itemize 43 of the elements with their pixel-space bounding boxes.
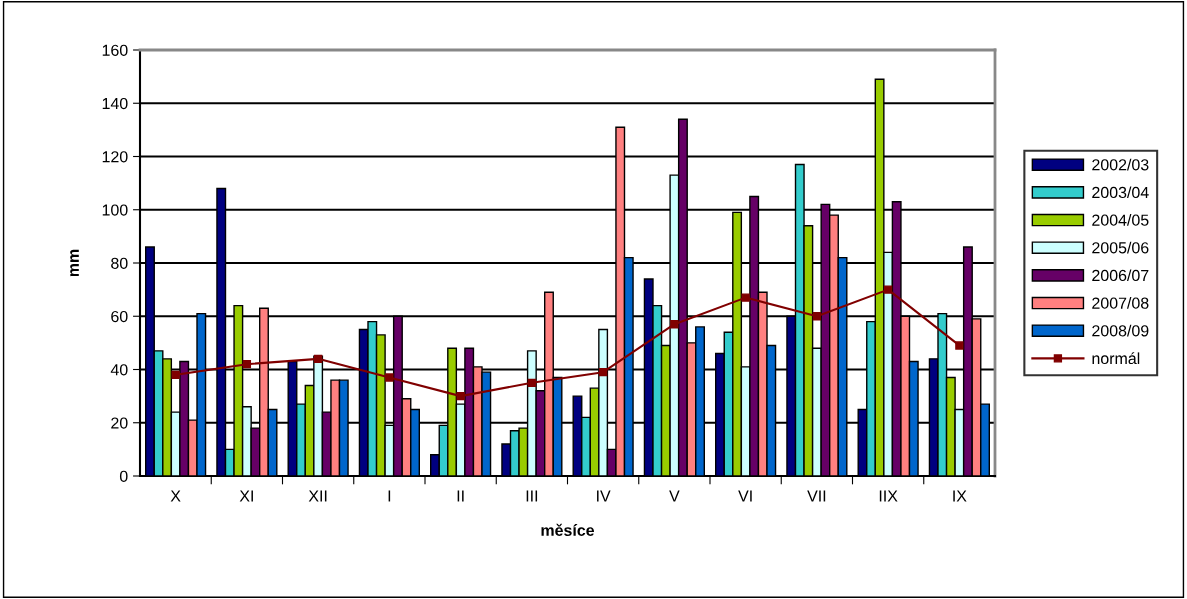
x-tick-label: V: [669, 490, 680, 502]
legend-label: 2005/06: [1092, 241, 1149, 254]
legend-label: 2008/09: [1092, 324, 1149, 337]
point: [812, 312, 822, 321]
y-tick-label: 0: [119, 470, 128, 482]
y-tick-label: 80: [111, 257, 128, 269]
legend-label: 2006/07: [1092, 269, 1149, 282]
point: [171, 370, 180, 379]
x-tick-label: X: [170, 490, 181, 502]
x-tick-label: XI: [239, 490, 253, 502]
point: [527, 378, 537, 387]
legend-label: 2004/05: [1092, 214, 1149, 226]
x-axis-title: měsíce: [541, 523, 595, 536]
legend-label: 2002/03: [1092, 158, 1149, 171]
point: [242, 360, 252, 369]
point: [670, 320, 679, 329]
x-tick-label: III: [526, 490, 538, 502]
point: [955, 341, 964, 350]
point: [883, 285, 893, 294]
x-tick-label: IIX: [879, 490, 898, 502]
x-tick-label: IV: [597, 490, 611, 502]
y-tick-label: 100: [102, 204, 128, 216]
y-tick-label: 120: [102, 151, 128, 163]
point: [456, 391, 465, 401]
x-tick-label: VI: [738, 490, 752, 502]
legend-label: 2007/08: [1092, 297, 1149, 309]
y-axis-title: mm: [70, 249, 79, 277]
y-tick-label: 160: [102, 44, 128, 56]
point: [598, 367, 608, 377]
legend-label: normál: [1092, 352, 1140, 365]
point: [741, 293, 750, 302]
point: [313, 354, 323, 364]
y-tick-label: 20: [111, 417, 128, 429]
y-tick-label: 140: [102, 97, 128, 110]
y-tick-label: 40: [110, 364, 128, 376]
point: [385, 373, 394, 382]
x-tick-label: I: [388, 490, 391, 502]
y-tick-label: 60: [111, 310, 128, 323]
x-tick-label: VII: [807, 490, 826, 502]
x-tick-label: XII: [308, 490, 327, 502]
legend-label: 2003/04: [1092, 186, 1149, 199]
x-tick-label: IX: [953, 490, 967, 502]
x-tick-label: II: [457, 490, 464, 502]
